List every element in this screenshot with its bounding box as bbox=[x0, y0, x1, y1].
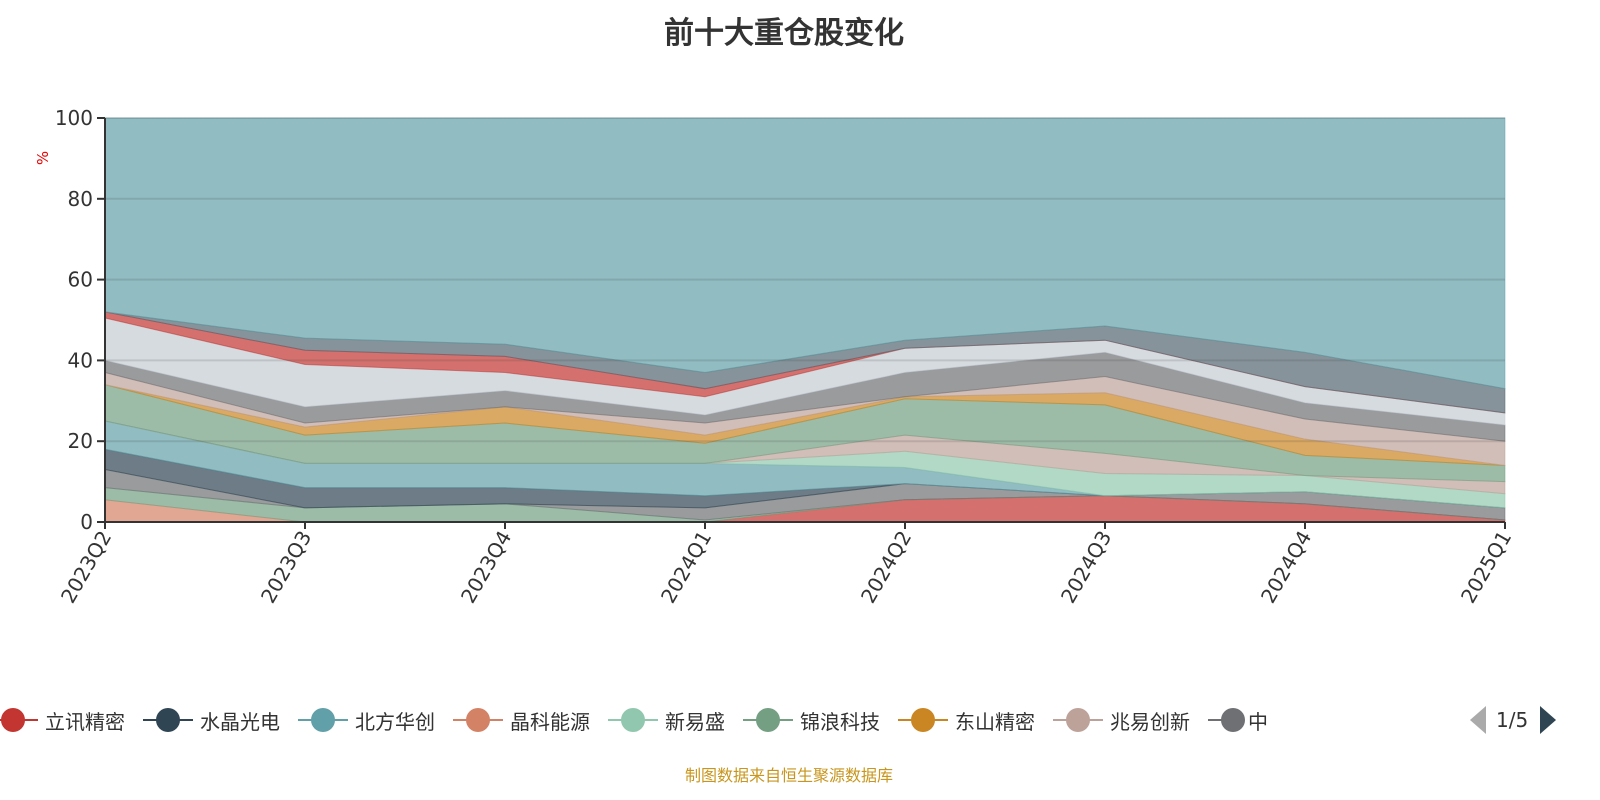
legend-label: 水晶光电 bbox=[200, 709, 280, 734]
legend-label: 北方华创 bbox=[355, 709, 435, 734]
legend-marker-icon bbox=[0, 707, 38, 733]
legend-item[interactable]: 兆易创新 bbox=[1053, 706, 1190, 735]
x-tick-label: 2024Q3 bbox=[1056, 527, 1116, 608]
legend-item[interactable]: 中 bbox=[1208, 706, 1268, 735]
legend-pager: 1/5 bbox=[1470, 704, 1557, 736]
area-series-15[interactable] bbox=[104, 117, 1506, 390]
legend-marker-icon bbox=[298, 707, 348, 733]
legend-item[interactable]: 北方华创 bbox=[298, 706, 435, 735]
legend: 立讯精密 水晶光电 北方华创 晶科能源 新易盛 锦浪科技 东山精密 兆易创新 中 bbox=[0, 704, 1268, 736]
legend-item[interactable]: 新易盛 bbox=[608, 706, 725, 735]
y-tick-label: 80 bbox=[68, 187, 93, 211]
legend-page-indicator: 1/5 bbox=[1496, 708, 1529, 732]
y-tick-label: 0 bbox=[80, 510, 93, 534]
legend-marker-icon bbox=[1053, 707, 1103, 733]
x-tick-label: 2023Q3 bbox=[256, 527, 316, 608]
x-tick-label: 2023Q4 bbox=[456, 527, 516, 608]
legend-item[interactable]: 晶科能源 bbox=[453, 706, 590, 735]
legend-label: 立讯精密 bbox=[45, 709, 125, 734]
legend-label: 锦浪科技 bbox=[800, 709, 880, 734]
legend-item[interactable]: 立讯精密 bbox=[0, 706, 125, 735]
legend-label: 兆易创新 bbox=[1110, 709, 1190, 734]
legend-label: 晶科能源 bbox=[510, 709, 590, 734]
legend-marker-icon bbox=[898, 707, 948, 733]
y-tick-label: 60 bbox=[68, 268, 93, 292]
stacked-area-chart: 0 20 40 60 80 100 2023Q2 2023Q3 2023Q4 2024Q1 2024… bbox=[34, 106, 1516, 608]
legend-marker-icon bbox=[743, 707, 793, 733]
legend-prev-page-icon[interactable] bbox=[1470, 706, 1486, 734]
y-tick-label: 100 bbox=[55, 106, 93, 130]
legend-marker-icon bbox=[453, 707, 503, 733]
y-axis-label: % bbox=[34, 151, 52, 165]
data-source-footer: 制图数据来自恒生聚源数据库 bbox=[684, 766, 893, 785]
legend-marker-icon bbox=[143, 707, 193, 733]
x-tick-label: 2025Q1 bbox=[1456, 527, 1516, 608]
area-layers bbox=[104, 117, 1506, 523]
legend-item[interactable]: 锦浪科技 bbox=[743, 706, 880, 735]
legend-label: 新易盛 bbox=[665, 709, 725, 734]
y-tick-label: 20 bbox=[68, 429, 93, 453]
gridlines bbox=[105, 117, 1505, 443]
legend-item[interactable]: 东山精密 bbox=[898, 706, 1035, 735]
legend-item[interactable]: 水晶光电 bbox=[143, 706, 280, 735]
x-tick-label: 2024Q1 bbox=[656, 527, 716, 608]
x-tick-label: 2024Q2 bbox=[856, 527, 916, 608]
x-tick-label: 2023Q2 bbox=[56, 527, 116, 608]
legend-marker-icon bbox=[1208, 707, 1245, 733]
x-tick-label: 2024Q4 bbox=[1256, 527, 1316, 608]
legend-marker-icon bbox=[608, 707, 658, 733]
legend-label: 中 bbox=[1248, 709, 1268, 734]
legend-label: 东山精密 bbox=[955, 709, 1035, 734]
chart-title: 前十大重仓股变化 bbox=[664, 16, 904, 51]
legend-next-page-icon[interactable] bbox=[1540, 706, 1557, 734]
y-tick-label: 40 bbox=[68, 348, 93, 372]
